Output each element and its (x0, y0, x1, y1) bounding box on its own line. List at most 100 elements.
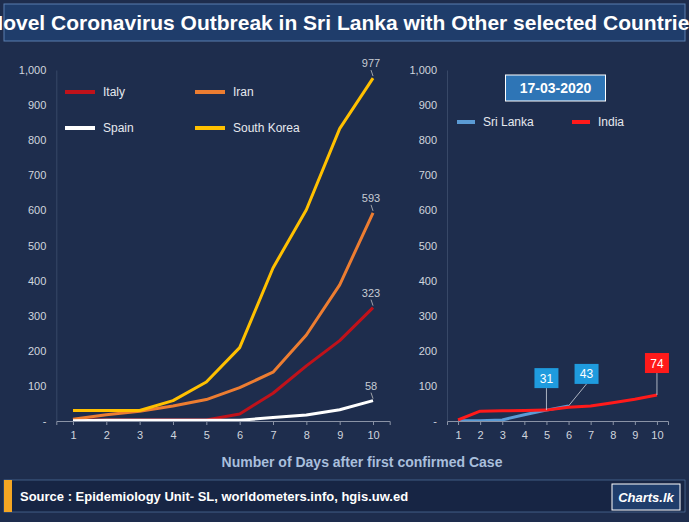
logo: Charts.lk (618, 490, 674, 505)
y-tick: 800 (28, 134, 56, 146)
x-tick-mark (273, 421, 274, 425)
label-box (534, 368, 558, 388)
y-tick: 100 (28, 380, 56, 392)
x-tick: 7 (270, 421, 276, 441)
panel: -1002003004005006007008009001,0001234567… (19, 57, 390, 441)
y-axis-line (447, 71, 448, 422)
y-tick: 300 (28, 310, 56, 322)
x-tick-mark (657, 421, 658, 425)
x-tick: 2 (104, 421, 110, 441)
y-tick: 200 (28, 345, 56, 357)
footer-stripe (4, 480, 12, 512)
x-tick-mark (73, 421, 74, 425)
y-tick-label: 1,000 (19, 64, 47, 76)
label-leader (546, 388, 547, 410)
data-labels: 32359358977 (362, 57, 380, 399)
panel: -1002003004005006007008009001,0001234567… (409, 64, 668, 441)
y-tick-label: - (43, 415, 47, 427)
x-tick-mark (569, 421, 570, 425)
footer-bar (4, 480, 685, 512)
data-label: 31 (540, 372, 554, 386)
x-tick: 5 (544, 421, 550, 441)
x-tick: 6 (566, 421, 572, 441)
y-tick: 100 (419, 380, 447, 392)
y-axis-line (56, 71, 57, 422)
legend: Sri LankaIndia (457, 115, 624, 129)
y-tick: 1,000 (19, 64, 57, 76)
data-label: 43 (580, 367, 594, 381)
y-tick-label: 500 (419, 240, 437, 252)
y-tick-label: 700 (28, 169, 46, 181)
x-tick-label: 8 (304, 429, 310, 441)
y-tick: - (433, 415, 447, 427)
x-tick-mark (240, 421, 241, 425)
label-leader (371, 70, 373, 76)
x-tick-mark (502, 421, 503, 425)
x-tick-label: 6 (237, 429, 243, 441)
label-box (575, 364, 599, 384)
data-label: 977 (362, 57, 380, 69)
x-tick-mark (613, 421, 614, 425)
y-tick: 400 (419, 275, 447, 287)
y-tick: 800 (419, 134, 447, 146)
y-tick-label: 900 (419, 99, 437, 111)
y-tick: 900 (28, 99, 56, 111)
legend: ItalyIranSpainSouth Korea (65, 85, 300, 135)
legend-label: India (598, 115, 624, 129)
x-tick: 9 (632, 421, 638, 441)
x-tick: 2 (478, 421, 484, 441)
annotation: 17-03-2020 (520, 80, 592, 96)
logo-box (612, 484, 680, 510)
series-line (73, 213, 373, 419)
x-tick-label: 4 (522, 429, 528, 441)
x-tick: 10 (651, 421, 663, 441)
chart-canvas: Novel Coronavirus Outbreak in Sri Lanka … (0, 0, 689, 522)
legend-swatch (195, 90, 225, 94)
x-tick-label: 1 (455, 429, 461, 441)
x-tick-label: 1 (70, 429, 76, 441)
y-tick-label: 400 (28, 275, 46, 287)
y-tick: 900 (419, 99, 447, 111)
legend-swatch (65, 90, 95, 94)
y-tick-label: 700 (419, 169, 437, 181)
y-tick-label: 800 (28, 134, 46, 146)
x-tick-label: 7 (588, 429, 594, 441)
y-tick-label: 200 (419, 345, 437, 357)
plot-area (73, 78, 373, 421)
data-label: 74 (650, 357, 664, 371)
x-tick: 9 (337, 421, 343, 441)
x-tick-label: 3 (500, 429, 506, 441)
x-tick-label: 8 (610, 429, 616, 441)
y-tick-label: 200 (28, 345, 46, 357)
annotation-box (506, 75, 606, 101)
x-axis-line (448, 422, 669, 426)
y-tick: 300 (419, 310, 447, 322)
y-tick-label: - (433, 415, 437, 427)
y-axis: -1002003004005006007008009001,000 (409, 64, 447, 427)
x-tick-mark (524, 421, 525, 425)
x-tick-label: 5 (204, 429, 210, 441)
x-tick: 1 (455, 421, 461, 441)
y-tick: 1,000 (409, 64, 447, 76)
x-axis-line (57, 422, 390, 426)
y-tick: 200 (419, 345, 447, 357)
data-label: 593 (362, 192, 380, 204)
x-tick-label: 6 (566, 429, 572, 441)
legend-swatch (65, 126, 95, 130)
legend-label: Spain (103, 121, 134, 135)
y-tick: - (43, 415, 57, 427)
x-tick-label: 10 (651, 429, 663, 441)
label-box (645, 353, 669, 373)
x-axis-title: Number of Days after first confirmed Cas… (222, 454, 503, 470)
y-tick-label: 900 (28, 99, 46, 111)
legend-label: Iran (233, 85, 254, 99)
x-tick: 8 (304, 421, 310, 441)
title: Novel Coronavirus Outbreak in Sri Lanka … (0, 11, 689, 34)
y-tick-label: 100 (28, 380, 46, 392)
data-labels: 31 43 74 (534, 353, 669, 410)
y-tick-label: 300 (419, 310, 437, 322)
x-tick-label: 7 (270, 429, 276, 441)
data-label: 323 (362, 287, 380, 299)
x-tick-mark (546, 421, 547, 425)
x-tick-label: 2 (478, 429, 484, 441)
